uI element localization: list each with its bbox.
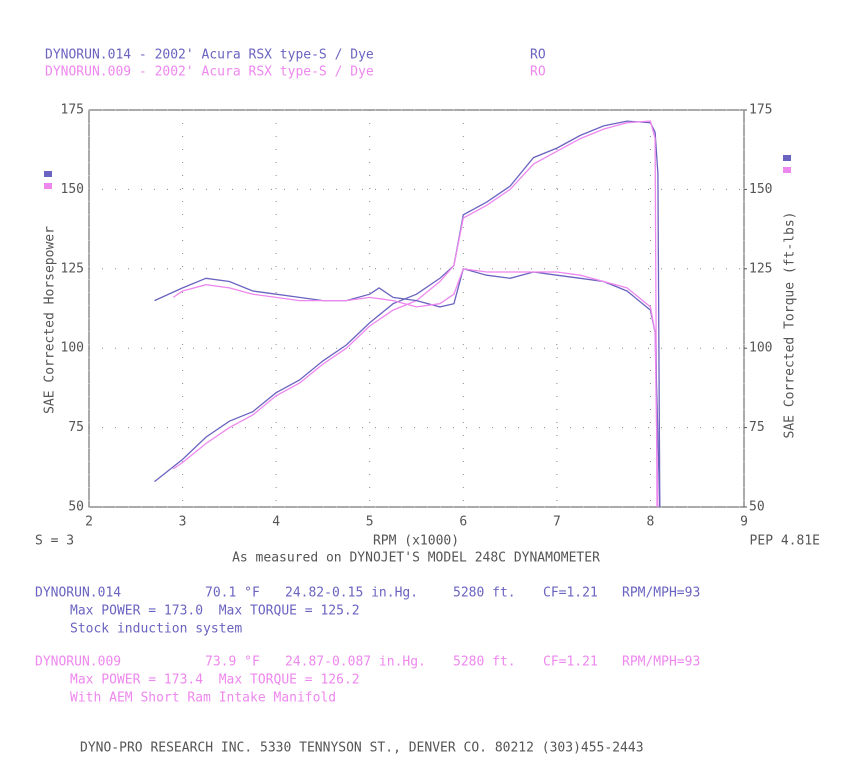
run-max: Max POWER = 173.0 Max TORQUE = 125.2 [70, 604, 360, 619]
y-tick-label: 50 [68, 500, 84, 515]
left-note: S = 3 [35, 534, 74, 549]
x-tick-label: 6 [459, 515, 467, 530]
y-tick-label: 175 [61, 103, 84, 118]
run-info: DYNORUN.009 [35, 655, 121, 670]
series-line [172, 268, 659, 508]
run-info: 5280 ft. [453, 655, 516, 670]
run-info: 70.1 °F [205, 586, 260, 601]
header-code: RO [530, 65, 546, 80]
run-max: Max POWER = 173.4 Max TORQUE = 126.2 [70, 673, 360, 688]
run-note: With AEM Short Ram Intake Manifold [70, 691, 336, 706]
y-tick-label: 100 [61, 341, 84, 356]
plot-frame [88, 109, 745, 508]
run-info: RPM/MPH=93 [622, 586, 700, 601]
legend-swatch [44, 183, 52, 189]
series-line [172, 120, 658, 508]
subtitle: As measured on DYNOJET'S MODEL 248C DYNA… [232, 551, 600, 566]
run-info: CF=1.21 [543, 655, 598, 670]
run-info: 24.87-0.087 in.Hg. [285, 655, 426, 670]
x-tick-label: 4 [272, 515, 280, 530]
y-tick-label: 75 [68, 420, 84, 435]
y2-tick-label: 75 [749, 420, 765, 435]
y-axis-label: SAE Corrected Horsepower [43, 226, 58, 414]
series-line [154, 120, 661, 508]
x-tick-label: 2 [85, 515, 93, 530]
run-info: 24.82-0.15 in.Hg. [285, 586, 418, 601]
x-tick-label: 9 [740, 515, 748, 530]
y2-tick-label: 150 [749, 182, 772, 197]
y2-tick-label: 125 [749, 261, 772, 276]
run-info: CF=1.21 [543, 586, 598, 601]
x-axis-label: RPM (x1000) [373, 534, 459, 549]
run-info: 5280 ft. [453, 586, 516, 601]
header-title: DYNORUN.014 - 2002' Acura RSX type-S / D… [45, 48, 374, 63]
legend-swatch [44, 171, 52, 177]
y-tick-label: 125 [61, 261, 84, 276]
run-info: DYNORUN.014 [35, 586, 121, 601]
legend-swatch [783, 167, 791, 173]
x-tick-label: 5 [366, 515, 374, 530]
run-note: Stock induction system [70, 622, 242, 637]
y2-tick-label: 50 [749, 500, 765, 515]
run-info: 73.9 °F [205, 655, 260, 670]
header-code: RO [530, 48, 546, 63]
y2-axis-label: SAE Corrected Torque (ft-lbs) [783, 212, 798, 439]
legend-swatch [783, 155, 791, 161]
y2-tick-label: 100 [749, 341, 772, 356]
x-tick-label: 7 [553, 515, 561, 530]
right-note: PEP 4.81E [750, 534, 820, 549]
x-tick-label: 3 [179, 515, 187, 530]
y-tick-label: 150 [61, 182, 84, 197]
header-title: DYNORUN.009 - 2002' Acura RSX type-S / D… [45, 65, 374, 80]
x-tick-label: 8 [647, 515, 655, 530]
run-info: RPM/MPH=93 [622, 655, 700, 670]
y2-tick-label: 175 [749, 103, 772, 118]
footer: DYNO-PRO RESEARCH INC. 5330 TENNYSON ST.… [80, 741, 644, 756]
